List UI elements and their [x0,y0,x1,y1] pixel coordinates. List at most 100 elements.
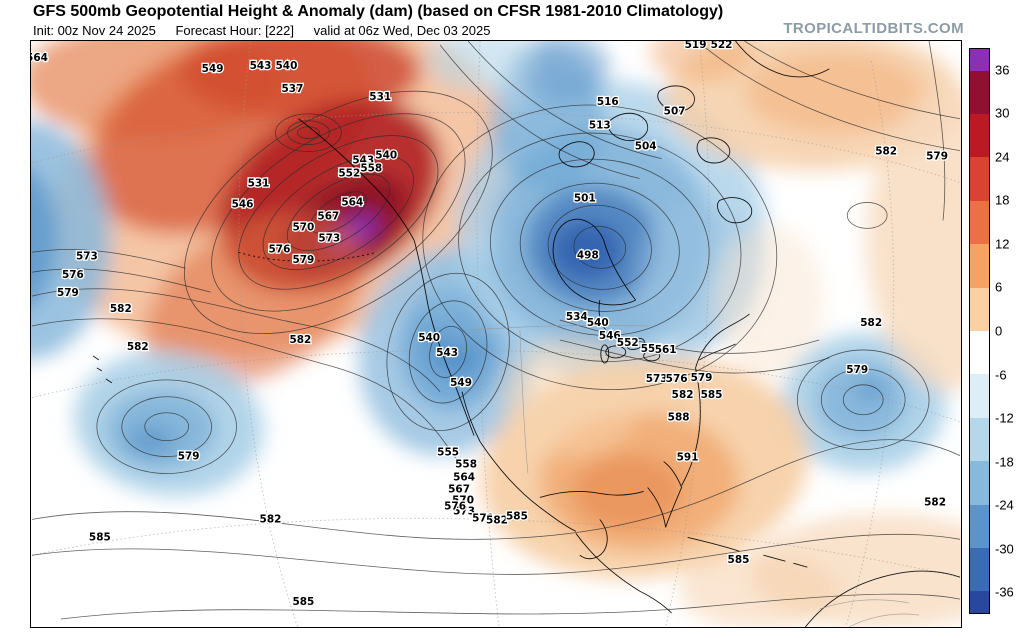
contour-label: 540 [587,317,609,329]
colorbar-segment [970,157,989,201]
contour-label: 546 [232,198,254,210]
colorbar-segment [970,504,989,548]
colorbar-tick-label: -6 [995,367,1007,383]
contour-label: 522 [711,41,733,51]
contour-label: 585 [292,596,314,608]
lat-lon-grid [31,41,961,627]
contour-label: 531 [248,178,270,190]
border-lines [470,324,920,627]
coastlines [92,41,961,627]
contour-label: 543 [352,155,374,167]
colorbar-tick-label: 36 [995,62,1010,78]
contour-label: 558 [455,459,477,471]
valid-time: valid at 06z Wed, Dec 03 2025 [313,23,491,38]
colorbar-tick-label: 12 [995,236,1010,252]
colorbar-segment [970,547,989,592]
contour-label: 564 [341,196,363,208]
contour-label: 576 [62,269,84,281]
colorbar-segment [970,244,989,288]
contour-label: 573 [646,373,668,385]
colorbar-segment [970,49,989,71]
contour-labels: 5645495435405375315315465435405525585645… [31,41,949,609]
colorbar-segment [970,331,989,375]
anomaly-colorbar [969,48,990,614]
contour-label: 576 [444,500,466,512]
contour-label: 582 [672,389,694,401]
init-time: Init: 00z Nov 24 2025 [33,23,156,38]
contour-label: 576 [666,373,688,385]
colorbar-segment [970,417,989,462]
contour-label: 513 [589,120,611,132]
contour-label: 585 [701,389,723,401]
page-title: GFS 500mb Geopotential Height & Anomaly … [33,3,724,20]
colorbar-segment [970,287,989,332]
contour-label: 552 [338,168,360,180]
contour-label: 582 [127,341,149,353]
contour-label: 543 [250,60,272,72]
contour-label: 579 [472,512,494,524]
contour-label: 534 [566,311,588,323]
contour-label: 498 [577,249,599,261]
colorbar-tick-label: -36 [995,584,1014,600]
contour-label: 573 [453,505,475,517]
contour-label: 579 [292,254,314,266]
colorbar-segment [970,461,989,505]
colorbar-ticks: 36 30 24 18 12 6 0 -6 -12 -18 -24 -30 -36 [995,48,1024,614]
colorbar-tick-label: 30 [995,105,1010,121]
contour-label: 531 [369,91,391,103]
contour-label: 567 [317,210,339,222]
contour-label: 504 [635,141,657,153]
contour-label: 582 [260,513,282,525]
colorbar-tick-label: 18 [995,192,1010,208]
height-contours [31,41,961,620]
anomaly-shading [31,41,961,627]
contour-label: 519 [685,41,707,51]
map-frame: 5645495435405375315315465435405525585645… [30,40,962,628]
contour-label: 555 [437,447,459,459]
contour-label: 582 [486,514,508,526]
contour-label: 567 [448,483,470,495]
contour-label: 591 [677,452,699,464]
contour-label: 564 [453,472,475,484]
colorbar-tick-label: -24 [995,497,1014,513]
contour-label: 507 [664,106,686,118]
contour-label: 582 [110,303,132,315]
colorbar-tick-label: 24 [995,149,1010,165]
contour-label: 585 [506,510,528,522]
contour-label: 582 [924,496,946,508]
contour-label: 582 [289,334,311,346]
contour-label: 579 [846,364,868,376]
colorbar-segment [970,374,989,418]
colorbar-tick-label: -30 [995,541,1014,557]
contour-label: 579 [178,451,200,463]
colorbar-segment [970,70,989,115]
contour-label: 582 [860,317,882,329]
run-info: Init: 00z Nov 24 2025 Forecast Hour: [22… [33,23,506,38]
contour-label: 582 [875,146,897,158]
contour-label: 573 [76,250,98,262]
colorbar-tick-label: -18 [995,454,1014,470]
contour-label: 585 [89,531,111,543]
contour-label: 570 [292,221,314,233]
contour-label: 540 [375,150,397,162]
colorbar-segment [970,591,989,614]
colorbar-segment [970,200,989,245]
contour-label: 558 [641,343,663,355]
contour-label: 579 [926,151,948,163]
contour-label: 588 [668,412,690,424]
contour-label: 570 [452,494,474,506]
contour-label: 564 [31,52,48,64]
contour-label: 558 [360,163,382,175]
contour-label: 501 [574,192,596,204]
colorbar-segment [970,114,989,158]
forecast-hour: Forecast Hour: [222] [175,23,294,38]
colorbar-tick-label: 6 [995,279,1003,295]
contour-label: 561 [655,344,677,356]
contour-label: 576 [269,243,291,255]
contour-label: 549 [450,377,472,389]
contour-label: 546 [599,330,621,342]
colorbar-tick-label: 0 [995,323,1003,339]
contour-label: 585 [728,554,750,566]
contour-label: 579 [691,372,713,384]
